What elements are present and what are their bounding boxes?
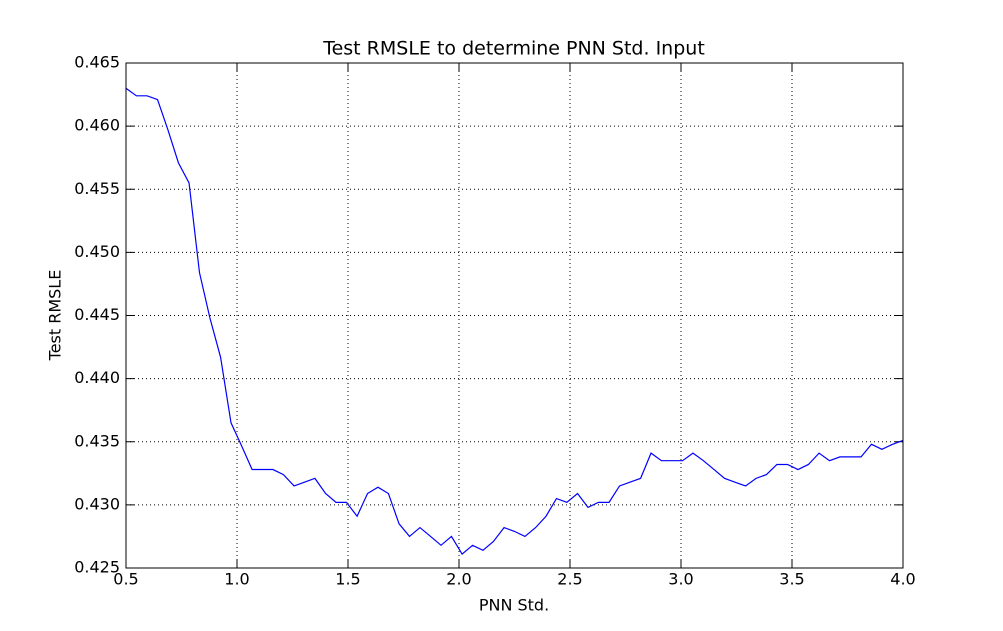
y-tick-label: 0.425 <box>74 558 120 577</box>
y-tick-label: 0.455 <box>74 179 120 198</box>
y-tick-label: 0.465 <box>74 53 120 72</box>
x-tick-label: 2.0 <box>446 570 471 589</box>
x-tick-label: 1.0 <box>224 570 249 589</box>
y-tick-label: 0.435 <box>74 431 120 450</box>
y-tick-label: 0.430 <box>74 494 120 513</box>
y-tick-label: 0.450 <box>74 242 120 261</box>
x-tick-label: 2.5 <box>557 570 582 589</box>
x-tick-label: 3.5 <box>779 570 804 589</box>
y-tick-label: 0.440 <box>74 368 120 387</box>
y-tick-label: 0.460 <box>74 116 120 135</box>
x-tick-label: 3.0 <box>668 570 693 589</box>
x-axis-label: PNN Std. <box>479 596 549 615</box>
data-line <box>125 87 904 556</box>
x-tick-label: 1.5 <box>335 570 360 589</box>
chart-title: Test RMSLE to determine PNN Std. Input <box>322 38 705 60</box>
plot-frame <box>125 62 904 569</box>
y-axis-label: Test RMSLE <box>46 270 65 362</box>
x-tick-label: 0.5 <box>113 570 138 589</box>
x-tick-label: 4.0 <box>890 570 915 589</box>
y-tick-label: 0.445 <box>74 305 120 324</box>
